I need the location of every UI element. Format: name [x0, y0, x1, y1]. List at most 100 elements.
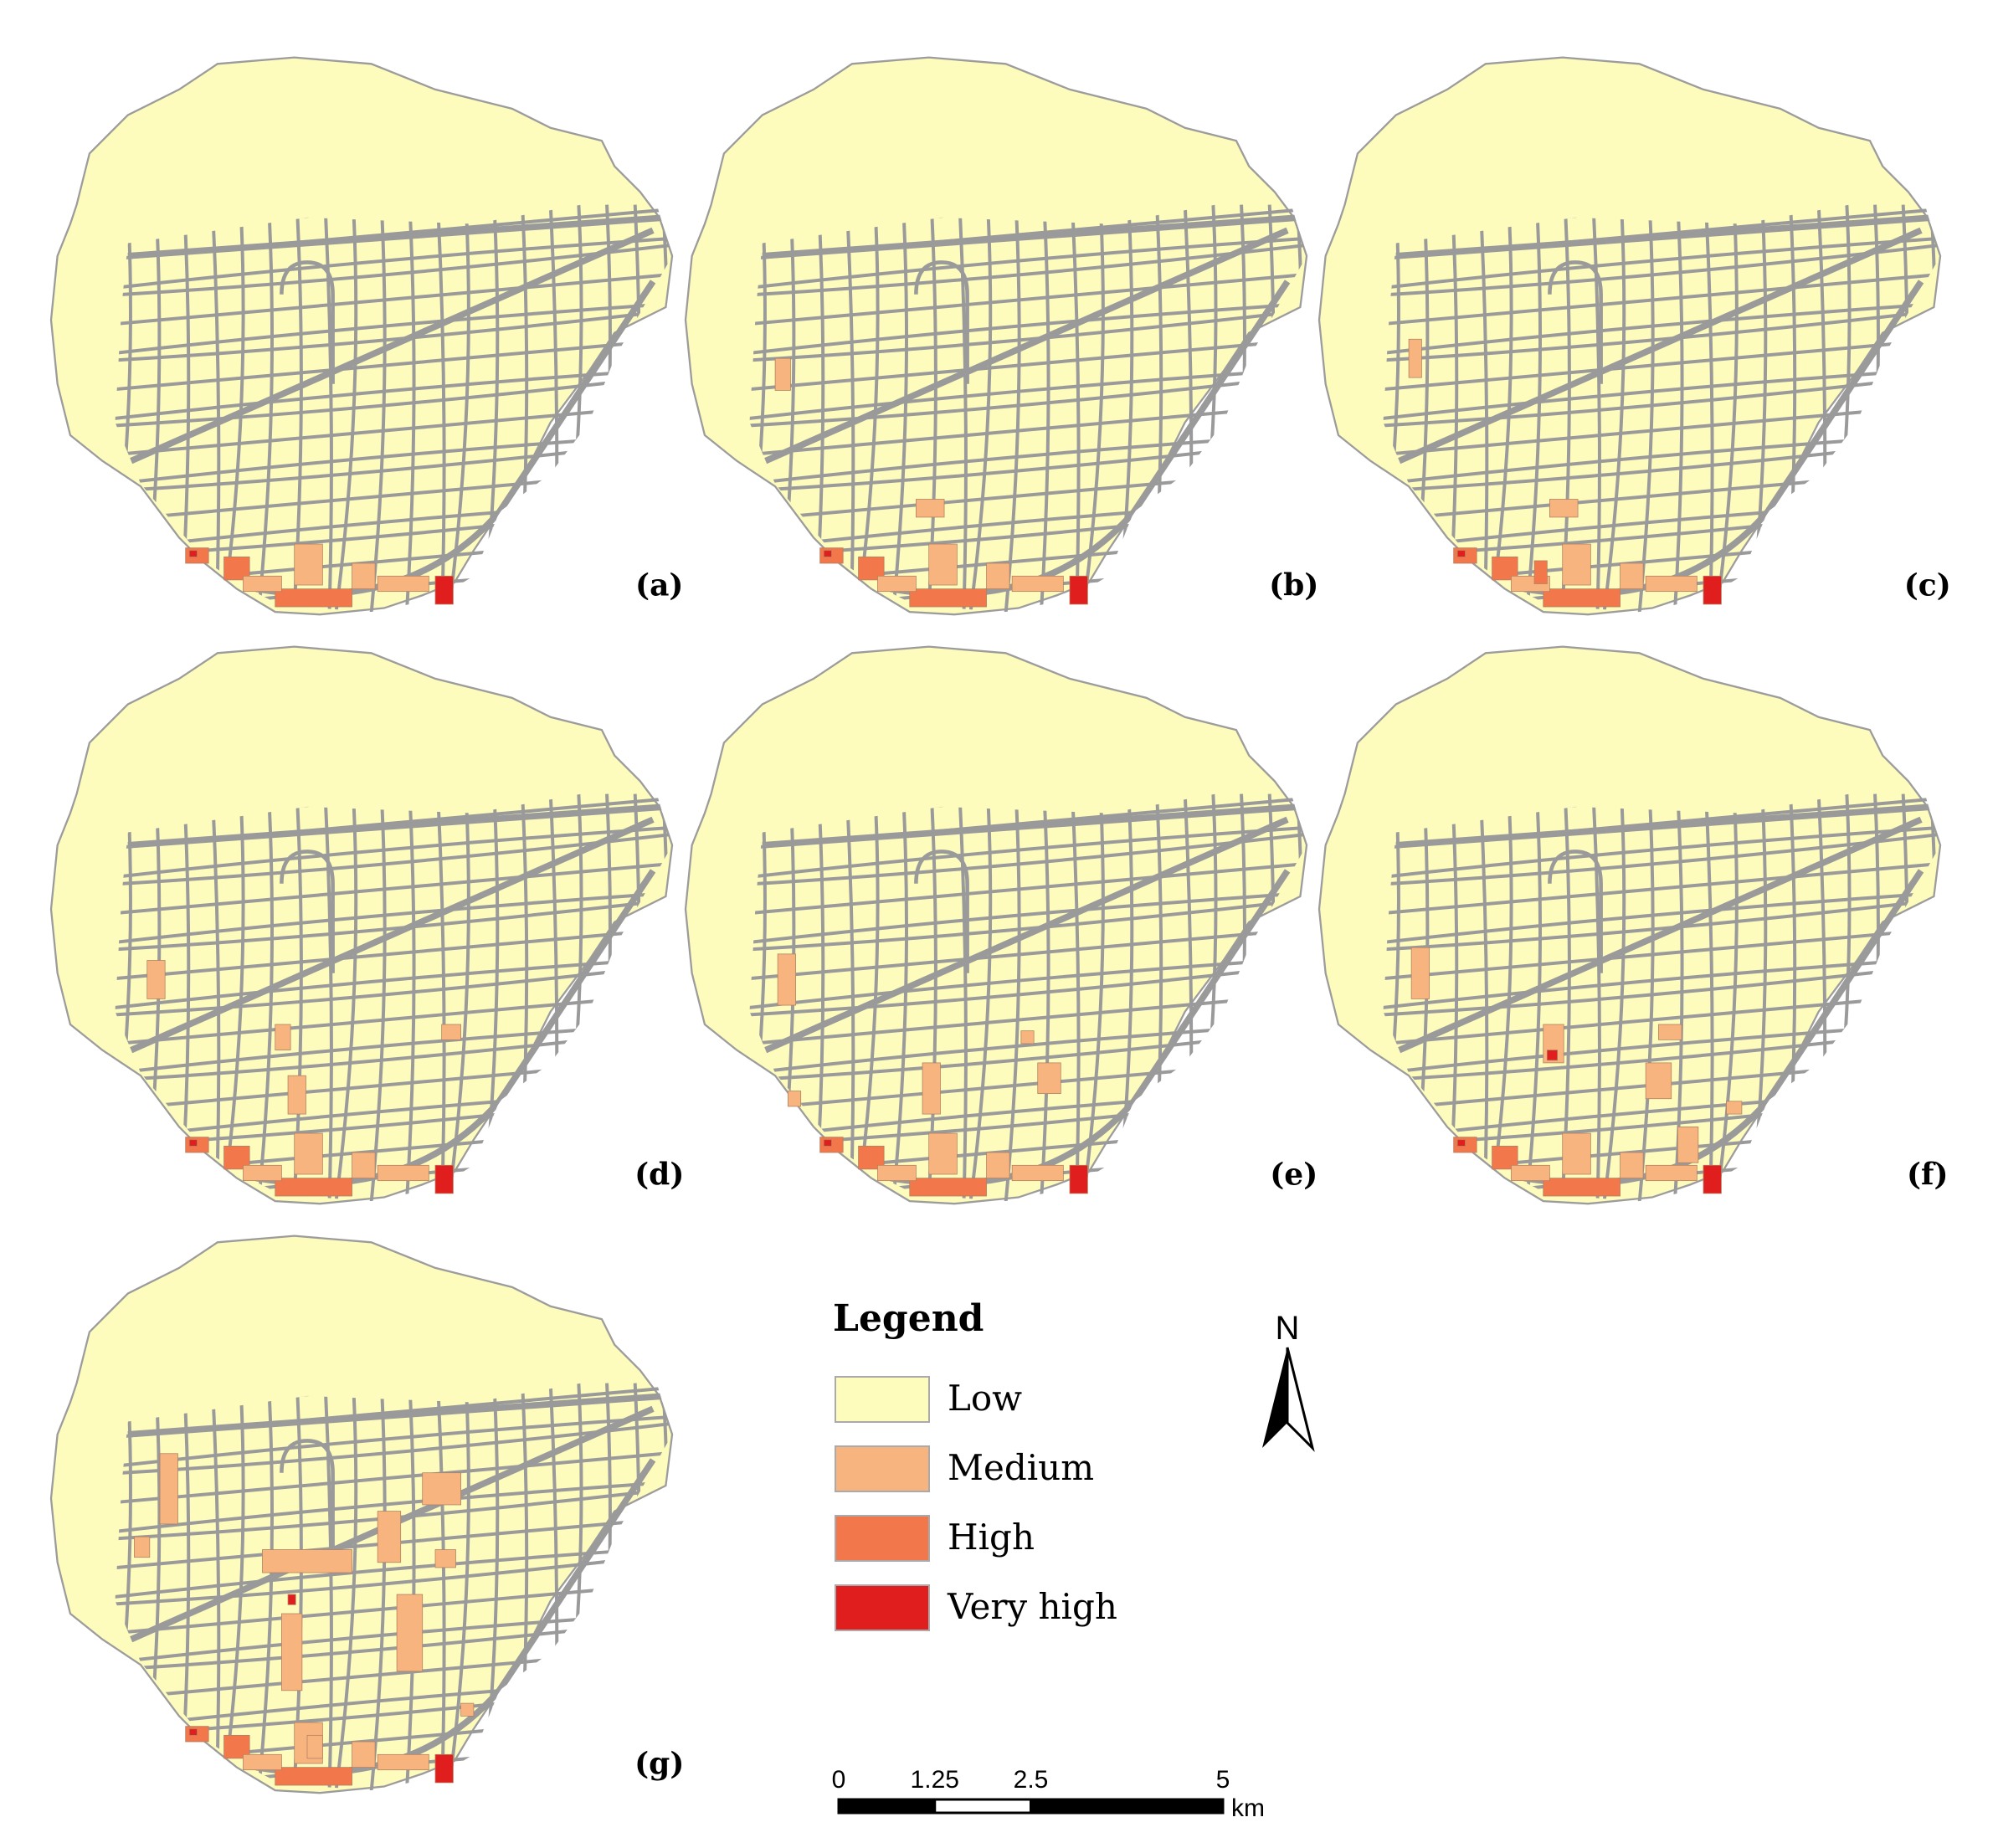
- risk-patch: [287, 1075, 306, 1115]
- legend-label: Very high: [947, 1586, 1117, 1627]
- risk-patch: [377, 575, 429, 593]
- risk-patch: [1020, 1030, 1035, 1045]
- risk-patch: [275, 1767, 352, 1786]
- risk-patch: [916, 499, 945, 518]
- risk-patch: [1562, 543, 1591, 586]
- risk-patch: [434, 575, 454, 605]
- panel-label: (b): [1269, 567, 1318, 603]
- risk-patch: [922, 1062, 941, 1115]
- risk-patch: [275, 1178, 352, 1197]
- risk-patch: [441, 1024, 461, 1040]
- risk-patch: [877, 575, 917, 593]
- risk-patch: [928, 543, 958, 586]
- scale-unit: km: [1231, 1794, 1265, 1822]
- panel-label: (d): [634, 1157, 684, 1192]
- risk-patch: [1069, 1164, 1088, 1194]
- risk-patch: [294, 1132, 323, 1175]
- risk-patch: [134, 1536, 151, 1558]
- risk-patch: [1069, 575, 1088, 605]
- risk-patch: [1645, 1062, 1672, 1100]
- risk-patch: [262, 1549, 352, 1573]
- risk-patch: [1037, 1062, 1061, 1095]
- risk-patch: [774, 357, 791, 391]
- north-arrow-light: [1286, 1347, 1315, 1452]
- risk-patch: [986, 562, 1010, 589]
- risk-patch: [986, 1152, 1010, 1178]
- legend-swatch: [835, 1515, 930, 1562]
- risk-patch: [777, 953, 796, 1006]
- risk-patch: [352, 1741, 376, 1768]
- risk-patch: [306, 1734, 323, 1759]
- risk-patch: [1543, 1024, 1564, 1064]
- map-panel: [686, 647, 1313, 1217]
- scale-segment: [1030, 1798, 1225, 1815]
- risk-patch: [1533, 560, 1548, 584]
- risk-patch: [877, 1164, 917, 1182]
- scale-segment: [837, 1798, 937, 1815]
- legend-swatch: [835, 1584, 930, 1631]
- risk-patch: [377, 1511, 402, 1563]
- risk-patch: [1658, 1024, 1682, 1040]
- risk-patch: [352, 1152, 376, 1178]
- risk-patch: [422, 1472, 461, 1506]
- scale-segment: [933, 1798, 1032, 1815]
- risk-patch: [434, 1549, 456, 1568]
- map-panel: [51, 647, 679, 1217]
- map-panel: [51, 58, 679, 628]
- risk-patch: [1726, 1101, 1743, 1115]
- north-arrow: N: [1262, 1310, 1315, 1452]
- risk-patch: [1645, 1164, 1698, 1182]
- legend-title: Legend: [833, 1297, 984, 1340]
- risk-patch: [460, 1702, 475, 1717]
- risk-patch: [823, 1139, 832, 1147]
- panel-label: (g): [634, 1746, 684, 1781]
- legend-label: Low: [948, 1378, 1022, 1419]
- risk-patch: [1620, 562, 1644, 589]
- scale-tick-label: 5: [1216, 1766, 1230, 1794]
- risk-patch: [188, 1139, 198, 1147]
- risk-patch: [159, 1453, 178, 1525]
- risk-patch: [1549, 499, 1579, 518]
- legend-swatch: [835, 1376, 930, 1423]
- scale-tick-label: 1.25: [911, 1766, 959, 1794]
- risk-patch: [1677, 1127, 1699, 1163]
- risk-patch: [188, 1728, 198, 1736]
- scale-tick-label: 2.5: [1014, 1766, 1049, 1794]
- risk-patch: [396, 1594, 424, 1672]
- map-panel: [51, 1236, 679, 1806]
- risk-patch: [1511, 1164, 1550, 1182]
- risk-patch: [1456, 1139, 1466, 1147]
- legend-label: Medium: [948, 1447, 1094, 1488]
- risk-patch: [377, 1753, 429, 1771]
- risk-patch: [788, 1091, 802, 1107]
- panel-label: (e): [1270, 1157, 1317, 1192]
- risk-patch: [1703, 1164, 1722, 1194]
- panel-label: (f): [1907, 1157, 1949, 1192]
- risk-patch: [1546, 1050, 1558, 1061]
- risk-patch: [377, 1164, 429, 1182]
- risk-patch: [275, 1024, 291, 1050]
- risk-patch: [1703, 575, 1722, 605]
- risk-patch: [352, 562, 376, 589]
- scale-tick-label: 0: [832, 1766, 846, 1794]
- north-arrow-dark: [1262, 1348, 1287, 1448]
- risk-patch: [1620, 1152, 1644, 1178]
- map-panel: [1319, 647, 1947, 1217]
- risk-patch: [1410, 947, 1430, 999]
- risk-patch: [188, 550, 198, 557]
- risk-patch: [243, 1164, 282, 1182]
- risk-patch: [243, 1753, 282, 1771]
- risk-patch: [1543, 588, 1620, 608]
- risk-patch: [1011, 575, 1064, 593]
- risk-patch: [146, 960, 166, 999]
- legend-label: High: [948, 1517, 1035, 1558]
- risk-patch: [909, 588, 987, 608]
- risk-patch: [294, 543, 323, 586]
- risk-patch: [1645, 575, 1698, 593]
- risk-patch: [1011, 1164, 1064, 1182]
- map-panel: [1319, 58, 1947, 628]
- risk-patch: [287, 1594, 296, 1605]
- risk-patch: [909, 1178, 987, 1197]
- risk-patch: [1543, 1178, 1620, 1197]
- risk-patch: [928, 1132, 958, 1175]
